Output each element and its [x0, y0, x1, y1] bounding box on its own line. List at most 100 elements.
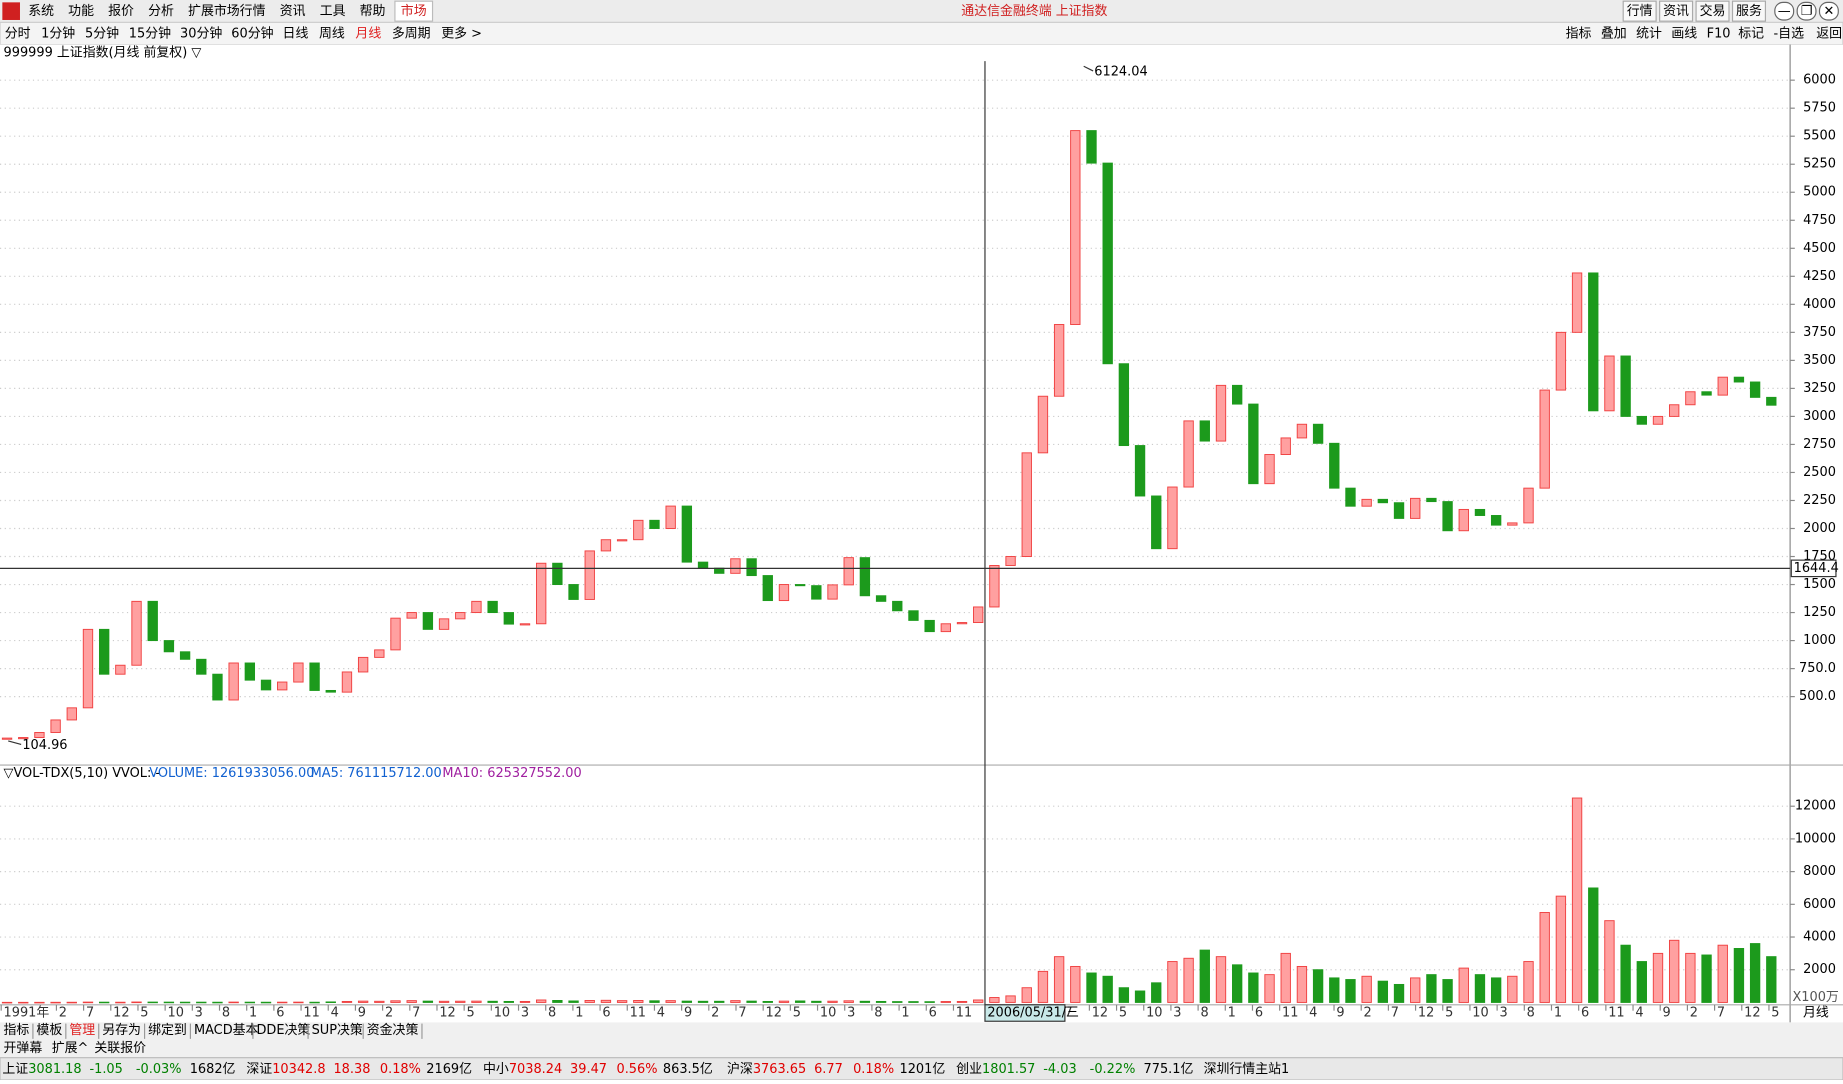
- candle: [956, 622, 968, 625]
- menu-item[interactable]: 报价: [108, 4, 134, 19]
- tool-button[interactable]: 指标: [1566, 27, 1592, 42]
- period-tab[interactable]: 日线: [283, 27, 309, 42]
- crosshair-date: 2006/05/31/三: [987, 1006, 1079, 1021]
- x-tick-label: 11: [303, 1006, 319, 1021]
- bottom-tab[interactable]: 资金决策: [367, 1022, 419, 1038]
- volume-bar: [827, 1000, 838, 1003]
- tool-button[interactable]: -自选: [1774, 27, 1805, 42]
- volume-bar: [681, 1000, 693, 1003]
- volume-bar: [536, 999, 547, 1003]
- period-tab[interactable]: 月线: [355, 27, 381, 42]
- volume-bar: [357, 1000, 369, 1003]
- index-amount: 2169亿: [426, 1062, 472, 1077]
- tool-button[interactable]: 返回: [1816, 27, 1842, 42]
- candle: [762, 575, 773, 602]
- candle: [519, 623, 531, 626]
- bottom-tab[interactable]: DDE决策: [256, 1022, 310, 1038]
- index-pct: 0.18%: [853, 1062, 894, 1077]
- x-tick-label: 10: [1472, 1006, 1488, 1021]
- period-tab[interactable]: 周线: [319, 27, 345, 42]
- candle: [1442, 501, 1453, 532]
- period-tab[interactable]: 60分钟: [231, 26, 273, 42]
- menu-button-label[interactable]: 服务: [1736, 3, 1762, 19]
- x-tick-label: 8: [1200, 1006, 1208, 1021]
- menu-item[interactable]: 工具: [320, 4, 346, 19]
- period-tab[interactable]: 1分钟: [41, 26, 75, 42]
- candle: [422, 612, 434, 630]
- bottom-tab[interactable]: 关联报价: [94, 1041, 146, 1056]
- volume-bar: [163, 1001, 175, 1004]
- tool-button[interactable]: 叠加: [1601, 27, 1627, 42]
- volume-bar: [1636, 961, 1647, 1003]
- candle: [277, 681, 288, 691]
- bottom-tab[interactable]: 指标: [4, 1023, 30, 1038]
- volume-bar: [584, 1000, 595, 1003]
- candle: [390, 617, 401, 651]
- menu-item[interactable]: 系统: [28, 4, 54, 19]
- period-tab[interactable]: 分时: [5, 27, 31, 42]
- volume-bar: [616, 1000, 628, 1003]
- y-tick-label: 2250: [1803, 493, 1836, 508]
- x-tick-label: 1: [575, 1006, 583, 1021]
- window-button[interactable]: [1796, 1, 1817, 21]
- bottom-tab[interactable]: 管理: [69, 1023, 95, 1038]
- x-tick-label: 1: [901, 1006, 909, 1021]
- x-tick-label: 5: [1771, 1006, 1779, 1021]
- volume-bar: [1685, 952, 1696, 1003]
- bottom-tab[interactable]: 另存为: [102, 1023, 141, 1038]
- candle: [1685, 391, 1696, 406]
- bottom-tab[interactable]: 扩展^: [52, 1041, 89, 1056]
- volume-bar: [82, 1001, 94, 1004]
- candle: [471, 600, 482, 614]
- y-tick-label: 10000: [1795, 831, 1836, 846]
- index-pct: 0.18%: [380, 1062, 421, 1077]
- candle: [1555, 331, 1567, 391]
- annotation-arrow: [8, 740, 22, 745]
- volume-bar: [503, 1000, 514, 1003]
- bottom-tab[interactable]: MACD基本: [194, 1023, 259, 1038]
- candle: [1053, 324, 1065, 397]
- volume-bar: [940, 1001, 951, 1003]
- menu-item[interactable]: 资讯: [280, 4, 306, 19]
- tool-button[interactable]: F10: [1707, 27, 1731, 42]
- period-tab[interactable]: 30分钟: [180, 26, 222, 42]
- candle: [1248, 403, 1259, 485]
- tool-button[interactable]: 统计: [1636, 27, 1662, 42]
- candle: [536, 562, 547, 625]
- menu-button: [1731, 0, 1767, 22]
- candle: [1296, 423, 1308, 439]
- menu-button: [1622, 0, 1657, 22]
- volume-bar: [471, 1000, 482, 1003]
- volume-bar: [1296, 965, 1308, 1003]
- window-button[interactable]: [1774, 1, 1795, 21]
- tool-button[interactable]: 画线: [1671, 27, 1697, 42]
- period-tab[interactable]: 更多 >: [441, 27, 482, 42]
- period-tab[interactable]: 5分钟: [85, 26, 119, 42]
- volume-bar: [794, 1000, 806, 1003]
- volume-bar: [1442, 979, 1453, 1003]
- x-tick-label: 6: [276, 1006, 284, 1021]
- candle: [1037, 395, 1049, 454]
- market-tab[interactable]: 市场: [401, 3, 427, 19]
- bottom-tab[interactable]: 绑定到: [148, 1023, 187, 1038]
- menu-item[interactable]: 功能: [68, 4, 94, 19]
- bottom-tab[interactable]: 开弹幕: [4, 1041, 43, 1056]
- menu-item[interactable]: 分析: [148, 4, 174, 19]
- volume-bar: [1231, 964, 1243, 1003]
- menu-button-label[interactable]: 行情: [1627, 4, 1653, 19]
- candle: [487, 600, 498, 614]
- window-button[interactable]: [1818, 1, 1839, 21]
- bottom-tab[interactable]: 模板: [36, 1023, 62, 1038]
- crosshair-date-bg: [984, 1004, 1066, 1022]
- menu-button-label[interactable]: 交易: [1700, 3, 1726, 19]
- y-tick-label: 6000: [1803, 897, 1836, 912]
- bottom-tab[interactable]: SUP决策: [312, 1022, 363, 1038]
- tool-button[interactable]: 标记: [1738, 27, 1764, 42]
- period-tab[interactable]: 15分钟: [129, 26, 171, 42]
- x-tick-label: 11: [1282, 1006, 1298, 1021]
- index-amount: 863.5亿: [663, 1062, 713, 1077]
- menu-button-label[interactable]: 资讯: [1663, 4, 1689, 19]
- period-tab[interactable]: 多周期: [392, 27, 431, 42]
- menu-item[interactable]: 帮助: [360, 4, 386, 19]
- menu-item[interactable]: 扩展市场行情: [188, 3, 266, 19]
